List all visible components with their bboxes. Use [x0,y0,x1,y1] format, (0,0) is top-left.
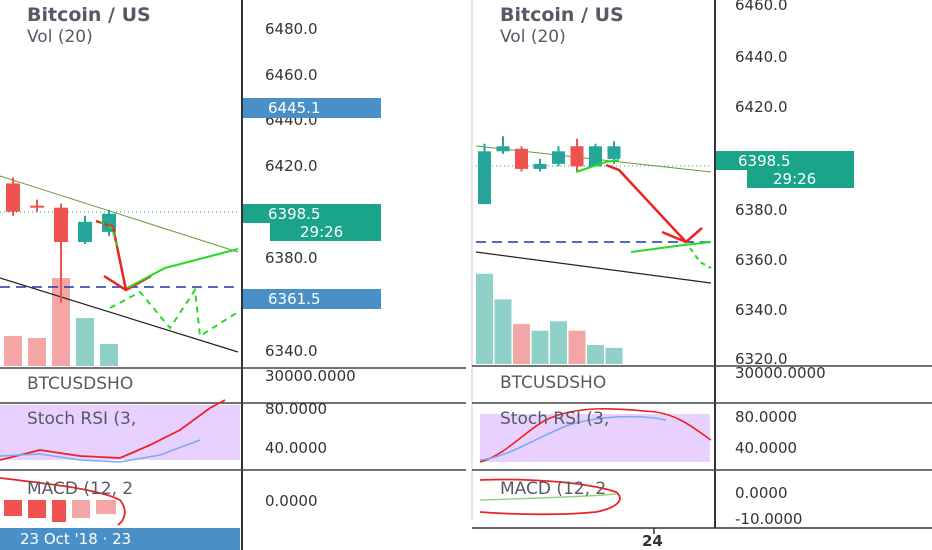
price-tick: 6420.0 [265,157,318,175]
candle[interactable] [533,163,547,169]
volume-bar [476,273,493,364]
price-badge-text: 6398.5 [268,205,321,223]
price-badge-green: 6398.5 29:26 [243,204,381,241]
chart-left-svg[interactable]: Bitcoin / US Vol (20) 6480.0 6460.0 6440… [0,0,466,550]
candle[interactable] [589,146,602,167]
trendline-lower[interactable] [475,251,712,284]
candle[interactable] [6,183,20,212]
projection-zigzag[interactable] [109,287,239,338]
stoch-rsi-line-k [0,399,226,461]
projection-up[interactable] [126,248,239,289]
volume-bar [568,330,586,364]
indicator-tick: 0.0000 [735,484,788,502]
indicator-tick: 40.0000 [735,439,797,457]
price-tick: 6420.0 [735,98,788,116]
macd-signal-line [0,477,126,526]
arrow-head [661,227,703,244]
chart-pane-right[interactable]: Bitcoin / US Vol (20) 6460.0 6440.0 6420… [466,0,932,550]
indicator-tick: 40.0000 [265,439,327,457]
indicator-tick: 0.0000 [265,492,318,510]
projection-zigzag [689,247,712,269]
projection-short [99,221,119,251]
volume-bar [550,321,567,364]
price-tick: 6320.0 [735,350,788,368]
shorts-indicator-label[interactable]: BTCUSDSHO [500,373,606,393]
macd-label[interactable]: MACD (12, 2 [27,479,133,499]
level-badge-blue: 6361.5 [243,289,381,309]
price-axis[interactable]: 6480.0 6460.0 6440.0 6420.0 6380.0 6340.… [265,20,318,360]
price-tick: 6340.0 [735,301,788,319]
candle[interactable] [607,146,621,159]
date-label-box [0,528,240,550]
price-tick: 6460.0 [735,0,788,14]
indicator-tick: 80.0000 [735,408,797,426]
macd-signal-line [479,478,621,516]
volume-bar [513,324,530,364]
volume-label: Vol (20) [27,27,93,47]
macd-line [479,493,617,501]
price-tick: 6380.0 [735,201,788,219]
stoch-rsi-band [480,414,710,462]
price-tick: 6380.0 [265,249,318,267]
level-badge-text: 6361.5 [268,290,321,308]
candles[interactable] [6,177,116,303]
stoch-rsi-line-d [0,439,201,463]
trendline-upper[interactable] [0,175,239,253]
time-tick-label: 24 [642,532,663,550]
symbol-title: Bitcoin / US [500,4,624,26]
date-label-text: 23 Oct '18 · 23 [20,530,131,548]
indicator-tick: 30000.0000 [265,367,356,385]
volume-label: Vol (20) [500,27,566,47]
candle[interactable] [570,146,584,167]
countdown-text: 29:26 [773,170,816,188]
trendline-lower[interactable] [0,277,239,353]
candles[interactable] [478,136,621,205]
candle[interactable] [515,148,528,169]
volume-bar [100,344,118,366]
volume-bars [4,278,118,366]
volume-bar [494,299,512,364]
stoch-rsi-label[interactable]: Stoch RSI (3, [500,409,609,429]
price-badge-text: 6445.1 [268,99,321,117]
projection-up[interactable] [630,241,712,253]
macd-label[interactable]: MACD (12, 2 [500,479,606,499]
price-tick: 6340.0 [265,342,318,360]
candle[interactable] [478,151,491,205]
price-axis[interactable]: 6460.0 6440.0 6420.0 6380.0 6360.0 6340.… [735,0,788,368]
stoch-rsi-line-k [479,407,712,463]
chart-right-svg[interactable]: Bitcoin / US Vol (20) 6460.0 6440.0 6420… [466,0,932,550]
candle[interactable] [54,207,68,243]
stoch-rsi-line-d [479,415,667,461]
candle[interactable] [30,205,44,208]
stoch-rsi-label[interactable]: Stoch RSI (3, [27,409,136,429]
indicator-tick: 80.0000 [265,400,327,418]
volume-bar [52,278,70,366]
volume-bars [476,273,623,364]
price-badge-blue: 6445.1 [243,98,381,118]
candle[interactable] [78,221,92,243]
price-tick: 6360.0 [735,251,788,269]
volume-bar [4,336,22,366]
volume-bar [587,345,604,364]
price-tick: 6440.0 [735,48,788,66]
price-badge-green: 6398.5 29:26 [716,151,854,188]
volume-bar [605,347,623,364]
volume-bar [28,338,46,366]
candle[interactable] [496,146,510,152]
candle[interactable] [552,151,565,164]
macd-histogram [4,500,116,522]
volume-bar [76,318,94,366]
price-badge-text: 6398.5 [738,152,791,170]
shorts-indicator-label[interactable]: BTCUSDSHO [27,374,133,394]
projection-arrow-down[interactable] [605,163,687,243]
price-tick: 6480.0 [265,20,318,38]
chart-pane-left[interactable]: Bitcoin / US Vol (20) 6480.0 6460.0 6440… [0,0,466,550]
projection-short [575,159,620,173]
volume-bar [531,330,549,364]
indicator-tick: 30000.0000 [735,364,826,382]
countdown-text: 29:26 [300,223,343,241]
symbol-title: Bitcoin / US [27,4,151,26]
indicator-tick: -10.0000 [735,510,802,528]
price-tick: 6460.0 [265,66,318,84]
